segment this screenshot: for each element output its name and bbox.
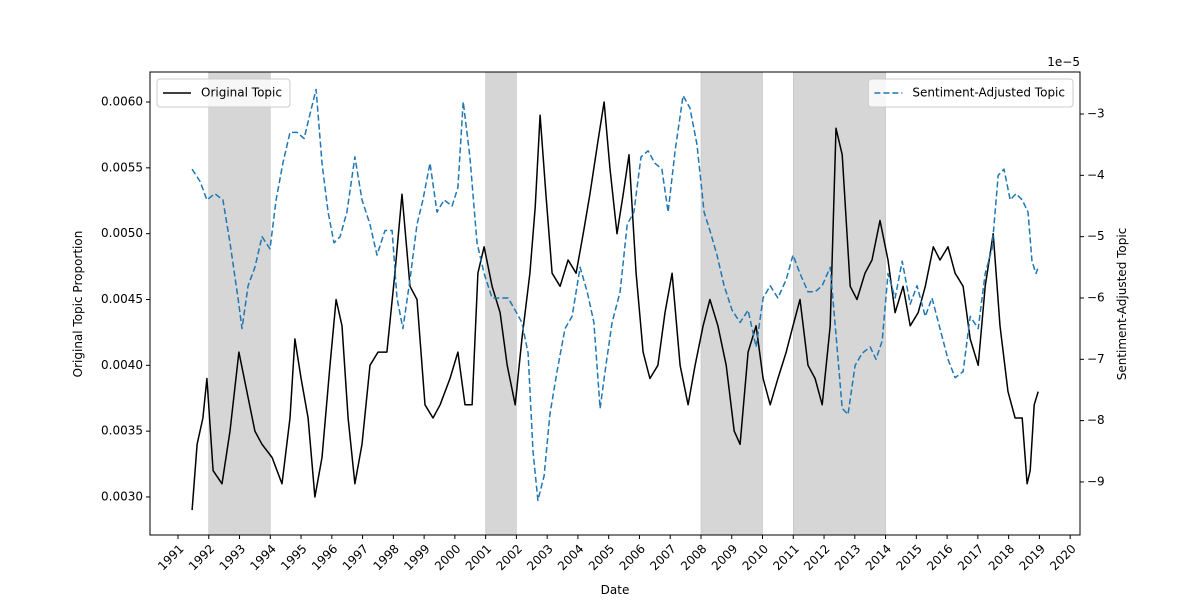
x-tick-label: 1996 xyxy=(309,542,340,573)
legend-box xyxy=(867,78,1074,108)
x-tick-label: 2011 xyxy=(770,542,801,573)
x-tick-label: 2007 xyxy=(647,542,678,573)
x-tick-label: 2005 xyxy=(586,542,617,573)
series-line xyxy=(191,88,1039,502)
x-tick-label: 2015 xyxy=(893,542,924,573)
shaded-span xyxy=(700,71,763,536)
y2-tick-label: −4 xyxy=(1087,168,1105,182)
x-tick-label: 2019 xyxy=(1016,542,1047,573)
x-tick-label: 2000 xyxy=(432,542,463,573)
y-tick-label: 0.0050 xyxy=(101,226,143,240)
x-tick-label: 2002 xyxy=(493,542,524,573)
y2-axis-label: Sentiment-Adjusted Topic xyxy=(1115,228,1129,381)
y2-tick-label: −8 xyxy=(1087,413,1105,427)
legend: Original Topic xyxy=(156,78,291,108)
x-tick-label: 2012 xyxy=(801,542,832,573)
y-tick-label: 0.0045 xyxy=(101,292,143,306)
x-tick-label: 2018 xyxy=(986,542,1017,573)
x-tick-label: 2014 xyxy=(863,542,894,573)
legend-box xyxy=(156,78,291,108)
y-tick-label: 0.0040 xyxy=(101,358,143,372)
x-tick-label: 1992 xyxy=(186,542,217,573)
x-tick-label: 1994 xyxy=(247,542,278,573)
series-line xyxy=(191,101,1039,511)
legend-label: Sentiment-Adjusted Topic xyxy=(912,86,1065,100)
x-tick-label: 2008 xyxy=(678,542,709,573)
x-tick-label: 2001 xyxy=(463,542,494,573)
x-tick-label: 2016 xyxy=(924,542,955,573)
x-tick-label: 1997 xyxy=(340,542,371,573)
y-tick-label: 0.0060 xyxy=(101,95,143,109)
y2-tick-label: −9 xyxy=(1087,474,1105,488)
y2-offset-label: 1e−5 xyxy=(1047,55,1080,69)
shaded-span xyxy=(208,71,271,536)
x-tick-label: 2013 xyxy=(832,542,863,573)
shaded-spans xyxy=(208,71,886,536)
x-tick-label: 2006 xyxy=(617,542,648,573)
y2-tick-label: −6 xyxy=(1087,290,1105,304)
x-tick-label: 1991 xyxy=(155,542,186,573)
y2-tick-label: −3 xyxy=(1087,107,1105,121)
y2-tick-label: −7 xyxy=(1087,352,1105,366)
x-tick-label: 1995 xyxy=(278,542,309,573)
legend-label: Original Topic xyxy=(201,86,282,100)
x-tick-label: 2010 xyxy=(740,542,771,573)
x-tick-label: 1999 xyxy=(401,542,432,573)
y-axis-label: Original Topic Proportion xyxy=(71,231,85,378)
plot-lines xyxy=(191,88,1039,511)
x-tick-label: 2003 xyxy=(524,542,555,573)
y2-tick-label: −5 xyxy=(1087,229,1105,243)
y-tick-label: 0.0035 xyxy=(101,424,143,438)
x-tick-label: 2017 xyxy=(955,542,986,573)
y-tick-label: 0.0030 xyxy=(101,489,143,503)
plot-frame xyxy=(149,71,1081,536)
x-axis-label: Date xyxy=(601,583,630,597)
shaded-span xyxy=(793,71,886,536)
legend: Sentiment-Adjusted Topic xyxy=(867,78,1074,108)
x-tick-label: 2004 xyxy=(555,542,586,573)
x-tick-label: 1998 xyxy=(370,542,401,573)
y-tick-label: 0.0055 xyxy=(101,160,143,174)
x-tick-label: 2020 xyxy=(1047,542,1078,573)
x-tick-label: 2009 xyxy=(709,542,740,573)
x-tick-label: 1993 xyxy=(217,542,248,573)
